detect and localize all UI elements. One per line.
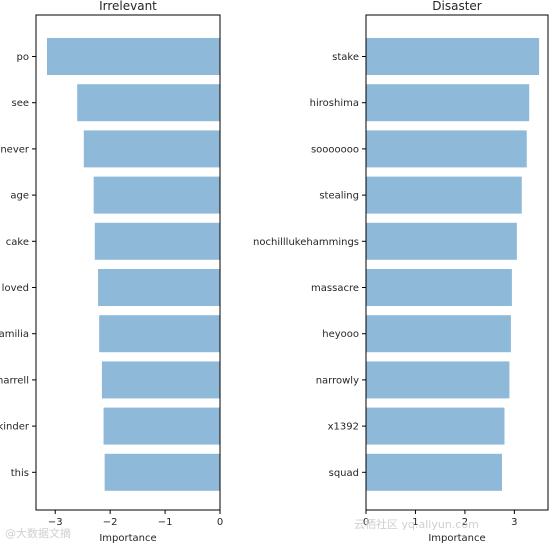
bar-see <box>77 84 220 122</box>
bar-hiroshima <box>366 84 530 122</box>
bar-this <box>104 453 220 491</box>
watermark-left: @大数据文摘 <box>5 526 71 540</box>
bar-stake <box>366 38 540 75</box>
bar-age <box>93 176 220 214</box>
y-tick-label: harrell <box>0 375 29 386</box>
y-tick-label: stake <box>332 52 359 63</box>
x-tick-label: −1 <box>158 517 173 528</box>
y-tick-label: familia <box>0 329 29 340</box>
x-tick-label: −3 <box>48 517 63 528</box>
y-tick-label: hiroshima <box>310 98 359 109</box>
bar-never <box>83 130 221 168</box>
chart-title: Disaster <box>432 0 482 13</box>
disaster-panel: stake hiroshima sooooooo stealing nochillluk… <box>253 0 549 543</box>
x-tick-label: 3 <box>511 517 517 528</box>
bar-kinder <box>103 407 220 445</box>
x-tick-label: 0 <box>217 517 223 528</box>
x-tick-label: −2 <box>103 517 118 528</box>
y-tick-label: this <box>11 468 29 479</box>
bar-stealing <box>366 176 522 214</box>
axes-frame <box>35 14 221 511</box>
y-tick-label: massacre <box>311 283 359 294</box>
y-tick-label: cake <box>6 237 29 248</box>
x-tick-label: 0 <box>363 517 369 528</box>
x-tick-label: 2 <box>462 517 468 528</box>
bar-harrell <box>101 361 220 399</box>
y-tick-label: x1392 <box>328 422 359 433</box>
watermark-right: 云栖社区 yq.aliyun.com <box>354 517 479 531</box>
axes-frame <box>365 14 549 511</box>
y-tick-label: see <box>11 98 29 109</box>
y-tick-label: narrowly <box>316 375 359 386</box>
bar-nochilllukehammings <box>366 222 517 260</box>
y-tick-label: loved <box>2 283 29 294</box>
y-tick-label: heyooo <box>322 329 359 340</box>
y-tick-label: stealing <box>319 191 359 202</box>
y-tick-label: squad <box>329 468 359 479</box>
chart-title: Irrelevant <box>99 0 157 13</box>
x-tick-label: 1 <box>412 517 418 528</box>
y-tick-label: never <box>0 144 30 155</box>
x-axis-label: Importance <box>428 533 485 543</box>
irrelevant-panel: po see never age cake loved familia harrell kind… <box>0 0 223 543</box>
bar-po <box>46 38 220 75</box>
y-tick-label: sooooooo <box>311 144 359 155</box>
bar-massacre <box>366 269 512 306</box>
y-tick-label: nochilllukehammings <box>253 237 359 248</box>
y-tick-label: age <box>10 191 29 202</box>
bar-cake <box>94 222 220 260</box>
bar-familia <box>99 315 220 353</box>
bar-narrowly <box>366 361 510 399</box>
y-tick-label: po <box>17 52 29 63</box>
bar-sooooooo <box>366 130 527 168</box>
bar-loved <box>98 269 220 306</box>
bar-squad <box>366 453 503 491</box>
x-axis-label: Importance <box>99 533 156 543</box>
y-tick-label: kinder <box>0 422 30 433</box>
bar-heyooo <box>366 315 511 353</box>
bar-x1392 <box>366 407 505 445</box>
